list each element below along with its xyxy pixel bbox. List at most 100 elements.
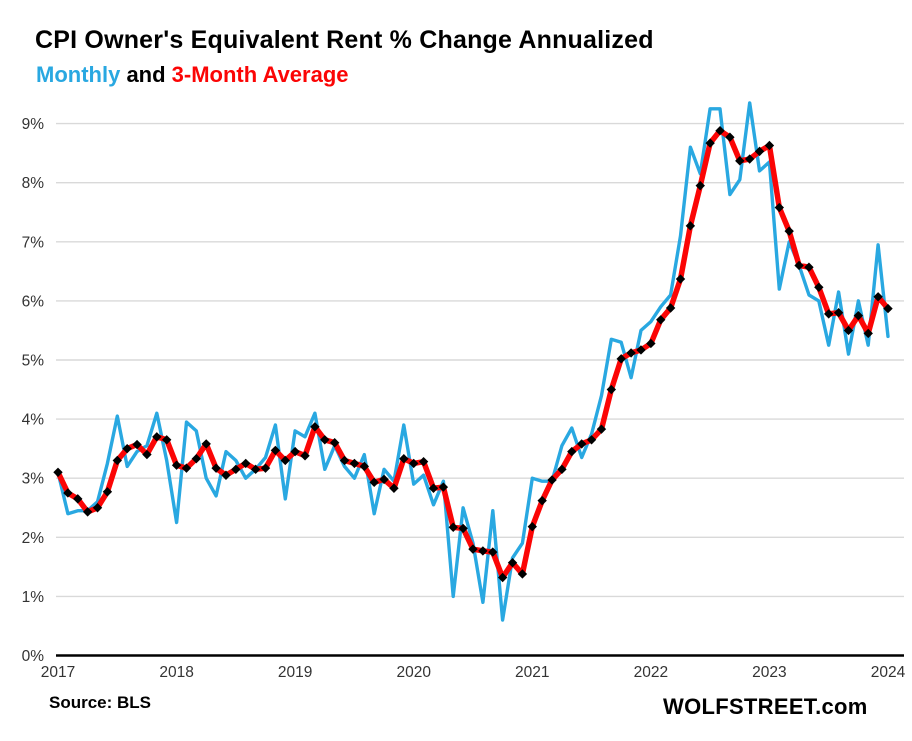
diamond-marker (428, 483, 439, 493)
diamond-marker (695, 180, 705, 191)
diamond-marker (181, 463, 192, 473)
diamond-marker (260, 463, 271, 473)
diamond-marker (833, 308, 844, 318)
diamond-marker (379, 474, 389, 485)
diamond-marker (399, 453, 409, 464)
diamond-marker (883, 303, 893, 314)
diamond-marker (804, 262, 814, 272)
diamond-marker (409, 458, 419, 469)
diamond-marker (280, 455, 290, 466)
diamond-marker (418, 456, 429, 467)
diamond-marker (725, 132, 735, 142)
chart-title: CPI Owner's Equivalent Rent % Change Ann… (35, 26, 654, 54)
diamond-marker (142, 449, 152, 460)
diamond-marker (853, 310, 864, 321)
diamond-marker (92, 503, 103, 513)
y-tick-label: 6% (22, 293, 45, 310)
diamond-marker (329, 438, 340, 448)
diamond-marker (656, 315, 666, 325)
diamond-marker (231, 464, 241, 475)
diamond-marker (596, 424, 607, 434)
legend-and-label: and (120, 62, 172, 87)
y-tick-label: 7% (22, 234, 45, 251)
diamond-marker (102, 487, 113, 497)
diamond-marker (824, 309, 834, 319)
diamond-marker (705, 138, 715, 148)
diamond-marker (744, 154, 755, 164)
x-tick-label: 2021 (515, 664, 549, 681)
y-tick-label: 8% (22, 175, 45, 192)
diamond-marker (814, 282, 824, 293)
y-tick-label: 4% (22, 412, 45, 429)
diamond-marker (201, 439, 211, 449)
diamond-marker (448, 522, 458, 532)
diamond-marker (161, 435, 172, 445)
x-tick-label: 2017 (41, 664, 75, 681)
diamond-marker (171, 460, 182, 470)
x-tick-label: 2019 (278, 664, 312, 681)
chart-subtitle: Monthly and 3-Month Average (36, 62, 349, 88)
diamond-marker (527, 521, 537, 532)
diamond-marker (112, 455, 122, 466)
diamond-marker (774, 202, 785, 213)
diamond-marker (675, 274, 686, 284)
diamond-marker (320, 435, 330, 445)
diamond-marker (715, 125, 725, 136)
diamond-marker (616, 354, 626, 364)
source-note: Source: BLS (49, 693, 152, 712)
diamond-marker (576, 439, 587, 449)
diamond-marker (211, 463, 221, 473)
diamond-marker (586, 435, 597, 445)
y-tick-label: 9% (22, 116, 45, 133)
diamond-marker (270, 445, 281, 456)
diamond-marker (349, 458, 360, 469)
diamond-marker (241, 458, 251, 469)
diamond-marker (567, 446, 577, 457)
x-tick-label: 2020 (396, 664, 431, 681)
diamond-marker (438, 482, 449, 492)
diamond-marker (843, 325, 854, 336)
diamond-marker (547, 475, 557, 485)
diamond-marker (488, 547, 498, 557)
legend-monthly-label: Monthly (36, 62, 121, 87)
diamond-marker (250, 464, 261, 475)
diamond-marker (468, 544, 478, 554)
monthly-line (56, 101, 890, 622)
diamond-marker (82, 507, 93, 517)
diamond-marker (636, 345, 646, 355)
diamond-marker (152, 432, 162, 442)
x-tick-label: 2023 (752, 664, 786, 681)
diamond-marker (389, 483, 399, 493)
diamond-marker (478, 546, 488, 556)
diamond-marker (863, 328, 873, 339)
diamond-marker (458, 523, 468, 534)
diamond-marker (221, 470, 231, 480)
y-tick-label: 5% (22, 353, 45, 370)
diamond-marker (497, 572, 508, 583)
diamond-marker (557, 464, 567, 475)
brand-wordmark: WOLFSTREET.com (663, 694, 868, 719)
diamond-marker (685, 221, 696, 231)
diamond-marker (359, 461, 370, 472)
diamond-marker (665, 303, 676, 313)
diamond-marker (122, 443, 132, 454)
y-tick-label: 1% (22, 589, 45, 606)
diamond-marker (63, 488, 73, 498)
x-tick-label: 2018 (159, 664, 193, 681)
legend-average-label: 3-Month Average (171, 62, 349, 87)
x-tick-label: 2022 (634, 664, 668, 681)
diamond-marker (300, 451, 310, 461)
y-tick-label: 3% (22, 471, 45, 488)
y-tick-label: 0% (22, 648, 45, 665)
diamond-marker (132, 439, 142, 450)
x-tick-label: 2024 (871, 664, 906, 681)
diamond-marker (53, 467, 63, 477)
diamond-marker (507, 558, 518, 568)
diamond-marker (310, 422, 320, 432)
diamond-marker (606, 384, 617, 395)
diamond-marker (517, 569, 528, 579)
diamond-marker (369, 477, 379, 488)
average-line (55, 127, 891, 581)
